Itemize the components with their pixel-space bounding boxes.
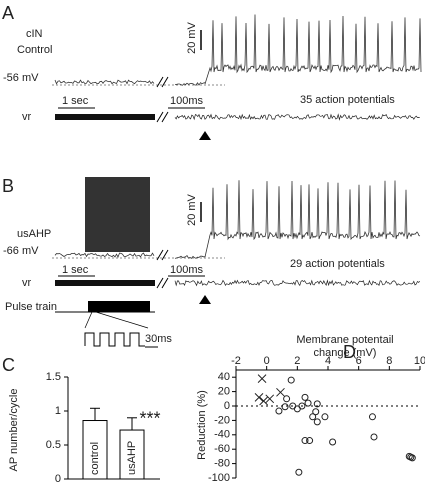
y-tick-label: 20 [218,386,230,398]
y-tick-label: -100 [208,472,230,484]
membrane-trace [174,255,205,259]
circle-point [287,376,295,384]
time-scale: 1 sec [62,264,89,276]
vr-label: vr [22,111,32,123]
pulse-wave [84,332,145,347]
x-tick-label: -2 [231,355,241,367]
membrane-trace [54,252,155,258]
x-tick-label: 4 [325,355,331,367]
circle-point [304,399,312,407]
membrane-trace [175,82,206,86]
circle-point [309,413,317,421]
category-label: control [89,442,101,475]
y-tick-label: 1.5 [46,371,61,383]
y-tick-label: -60 [214,443,230,455]
circle-point [329,438,337,446]
circle-point [295,468,303,476]
membrane-trace [204,14,422,85]
circle-point [321,413,329,421]
voltage-scale: 20 mV [186,193,198,225]
vr-band [55,114,155,120]
y-tick-label: 0.5 [46,439,61,451]
circle-point [405,452,413,460]
ap-count: 29 action potentials [290,258,385,270]
condition-label: Control [17,44,52,56]
circle-point [301,437,309,445]
cross-point [257,374,267,383]
pulse-block [88,301,150,312]
vr-trace [174,113,420,121]
significance: *** [139,409,160,429]
x-axis-label: change (mV) [314,347,377,359]
pulse-label: Pulse train [5,301,57,313]
break-mark [156,76,169,88]
bar [82,420,108,480]
vr-label: vr [22,277,32,289]
voltage-scale: 20 mV [186,21,198,53]
circle-point [283,395,291,403]
category-label: usAHP [126,441,138,475]
x-tick-label: 6 [356,355,362,367]
break-mark [156,277,169,289]
y-axis-label: AP number/cycle [8,389,20,472]
condition-label: usAHP [17,228,51,240]
circle-point [313,418,321,426]
cell-label: cIN [26,28,43,40]
y-tick-label: 0 [224,400,230,412]
ap-count: 35 action potentials [300,94,395,106]
resting-label: -66 mV [3,245,39,257]
circle-point [301,393,309,401]
circle-point [368,413,376,421]
panel-letter: C [2,355,15,375]
y-tick-label: -80 [214,458,230,470]
y-tick-label: -40 [214,429,230,441]
x-tick-label: 10 [414,355,425,367]
circle-point [275,407,283,415]
y-tick-label: 40 [218,371,230,383]
x-tick-label: 8 [386,355,392,367]
x-axis-label: Membrane potentail [296,334,393,346]
circle-point [313,400,321,408]
membrane-trace [54,79,155,85]
vr-trace [174,279,421,287]
circle-point [370,433,378,441]
membrane-trace [204,180,421,258]
break-mark [156,249,169,261]
y-tick-label: -20 [214,414,230,426]
resting-label: -56 mV [3,72,39,84]
marker-triangle [199,131,211,140]
pulse-scale: 30ms [145,333,172,345]
panel-letter: A [2,3,14,23]
vr-band [55,280,155,286]
zoom-line [84,311,93,329]
circle-point [281,403,289,411]
x-tick-label: 0 [264,355,270,367]
cross-point [259,396,268,406]
break-mark [156,111,169,123]
y-tick-label: 1 [55,405,61,417]
trace-b [54,180,421,289]
circle-point [306,437,314,445]
panel-letter: B [2,176,14,196]
cross-point [254,393,264,402]
cross-point [276,387,285,397]
cross-point [265,394,275,404]
circle-point [312,408,320,416]
panel-letter: D [343,342,356,362]
burst-block [85,177,150,252]
time-scale: 100ms [170,95,204,107]
charts: C AP number/cycle 0 0.5 1 1.5 control usAHP*** D… [2,334,425,485]
time-scale: 1 sec [62,95,89,107]
time-scale: 100ms [170,264,204,276]
zoom-line [95,311,149,329]
bar [119,429,145,480]
circle-point [293,405,301,413]
y-tick-label: 0 [55,473,61,485]
trace-a [54,14,422,123]
x-tick-label: 2 [294,355,300,367]
y-axis-label: Reduction (%) [196,390,208,460]
marker-triangle [199,295,211,304]
